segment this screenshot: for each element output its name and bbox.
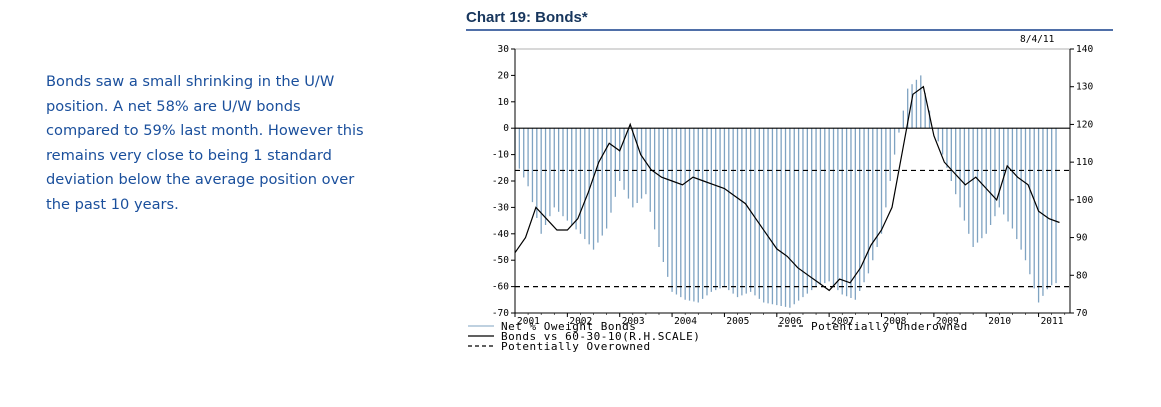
- x-tick-label: 2001: [517, 316, 540, 327]
- legend-label-0: Net % Oweight Bonds: [501, 320, 636, 333]
- right-tick-label: 90: [1076, 233, 1088, 244]
- left-tick-label: 10: [498, 97, 510, 108]
- left-tick-label: -20: [492, 176, 509, 187]
- left-tick-label: -50: [492, 255, 509, 266]
- right-tick-label: 130: [1076, 82, 1093, 93]
- x-tick-label: 2010: [988, 316, 1011, 327]
- commentary-text: Bonds saw a small shrinking in the U/W p…: [46, 73, 364, 213]
- legend-label-2: Potentially Overowned: [501, 340, 651, 353]
- bar-series-group: [514, 75, 1057, 308]
- axes-group: 3020100-10-20-30-40-50-60-70140130120110…: [492, 44, 1094, 327]
- date-label: 8/4/11: [1020, 34, 1055, 45]
- left-tick-label: -60: [492, 282, 509, 293]
- x-tick-label: 2008: [884, 316, 907, 327]
- right-tick-label: 100: [1076, 195, 1093, 206]
- reference-lines-group: [515, 127, 1070, 288]
- x-tick-label: 2011: [1041, 316, 1064, 327]
- line-series-bonds-vs-60-30-10: [514, 85, 1060, 292]
- x-tick-label: 2002: [569, 316, 592, 327]
- legend-label-3: Potentially Underowned: [811, 320, 968, 333]
- x-tick-label: 2009: [936, 316, 959, 327]
- left-tick-label: -10: [492, 150, 509, 161]
- left-tick-label: 30: [498, 44, 510, 55]
- left-tick-label: -70: [492, 308, 509, 319]
- chart-title: Chart 19: Bonds*: [466, 9, 588, 26]
- legend-label-1: Bonds vs 60-30-10(R.H.SCALE): [501, 330, 700, 343]
- left-tick-label: -30: [492, 202, 509, 213]
- bonds-chart: 3020100-10-20-30-40-50-60-70140130120110…: [468, 34, 1094, 353]
- right-tick-label: 70: [1076, 308, 1088, 319]
- x-tick-label: 2003: [622, 316, 645, 327]
- left-tick-label: 20: [498, 70, 510, 81]
- left-tick-label: -40: [492, 229, 509, 240]
- right-tick-label: 110: [1076, 157, 1093, 168]
- right-tick-label: 120: [1076, 119, 1093, 130]
- x-tick-label: 2005: [726, 316, 749, 327]
- right-tick-label: 80: [1076, 270, 1088, 281]
- title-divider: [466, 29, 1113, 31]
- x-tick-label: 2004: [674, 316, 697, 327]
- right-tick-label: 140: [1076, 44, 1093, 55]
- x-tick-label: 2006: [779, 316, 802, 327]
- x-tick-label: 2007: [831, 316, 854, 327]
- left-tick-label: 0: [503, 123, 509, 134]
